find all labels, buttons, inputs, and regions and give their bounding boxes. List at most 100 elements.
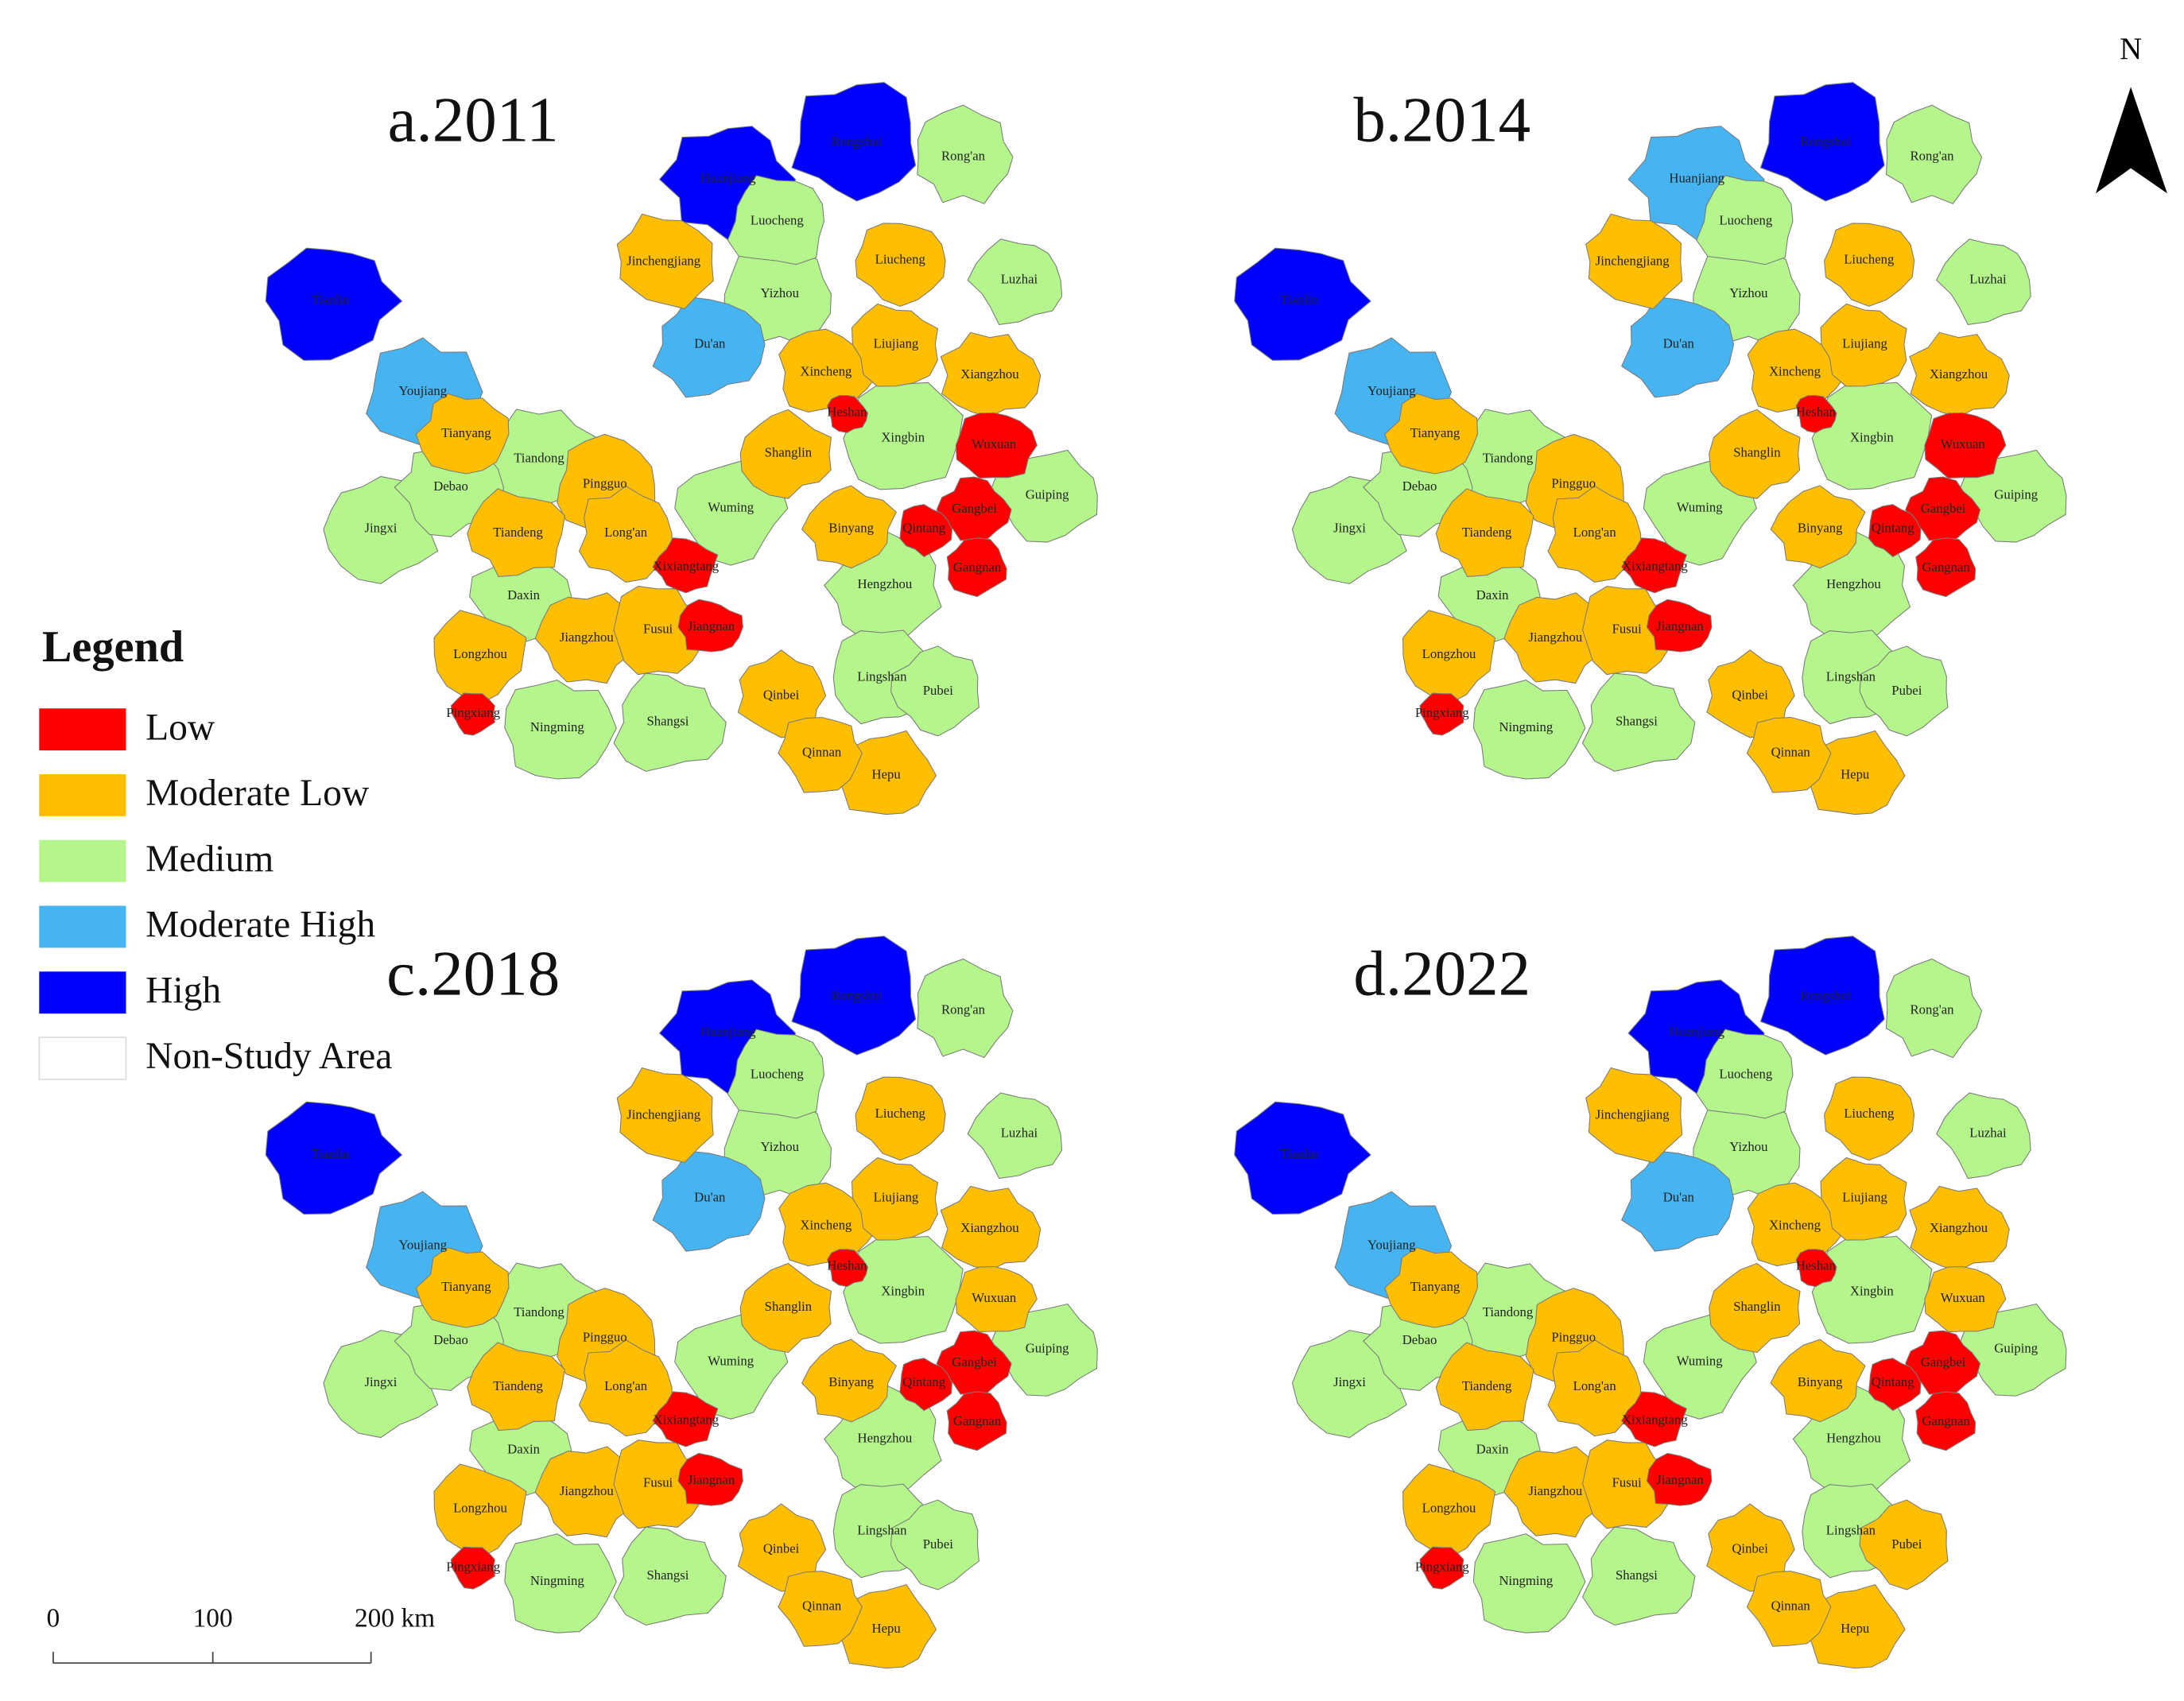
county [1936,238,2031,326]
county [890,1499,980,1591]
county-label: Wuxuan [972,1290,1017,1305]
county-label: Qinbei [763,687,800,702]
legend-swatch [39,708,126,751]
county-label: Jiangnan [688,1472,735,1487]
county-label: Shanglin [765,445,813,460]
county-label: Luzhai [1969,271,2007,286]
county-label: Tiandeng [493,1378,543,1393]
county-label: Wuxuan [1941,436,1986,451]
county [1824,223,1915,307]
county-label: Jinchengjiang [1596,1107,1670,1122]
county-label: Youjiang [399,383,448,398]
county [677,1452,743,1506]
county-label: Qinnan [802,744,842,759]
county [801,1339,897,1423]
county-label: Qinnan [1771,744,1811,759]
county [433,1463,527,1559]
county-label: Gangnan [1922,1413,1970,1428]
county [778,717,863,793]
county [899,504,952,558]
county [1770,1339,1866,1423]
county-label: Luocheng [1719,212,1772,227]
county [946,1391,1007,1451]
county [936,1330,1012,1395]
county-label: Heshan [827,1258,867,1273]
county-label: Xincheng [800,363,852,378]
county-label: Tiandong [1483,451,1534,466]
county-label: Binyang [828,521,874,536]
county-label: Daxin [1476,1441,1509,1456]
county [1909,331,2010,417]
county-label: Tianyang [1410,1279,1461,1294]
county [1709,1262,1801,1354]
legend-swatch [39,905,126,948]
county [1915,1391,1976,1451]
county-label: Jiangzhou [560,1483,614,1498]
county [827,395,868,433]
county-label: Liucheng [1844,1106,1895,1121]
county-label: Jinchengjiang [626,1107,700,1122]
county [1746,717,1832,793]
county-label: Tianlin [312,293,350,308]
county-label: Luocheng [1719,1066,1772,1081]
legend-label: Moderate High [145,905,375,946]
county [843,382,964,490]
county-label: Hepu [1841,767,1870,782]
legend: Low Moderate Low Medium Moderate High High No… [38,707,392,1080]
county [727,1029,825,1119]
county [1234,1101,1371,1215]
county-label: Luzhai [1969,1125,2007,1140]
county-label: Guiping [1994,1341,2038,1356]
county [1885,104,1983,204]
county-label: Rong'an [941,148,986,163]
county-label: Rong'an [1911,1002,1955,1017]
county-label: Debao [433,479,468,494]
county [616,213,714,309]
county-label: Pubei [923,1536,953,1552]
county-label: Wuming [1677,499,1723,514]
county-label: Ningming [1499,1573,1553,1588]
county [652,1391,719,1447]
scale-bar: 0 100 200 km [47,1603,435,1664]
county [1811,1235,1933,1344]
county [1581,672,1696,772]
county-label: Qintang [902,521,946,536]
county-label: Luzhai [1001,271,1038,286]
county [1435,1342,1534,1432]
county [1820,303,1907,387]
county [1795,395,1837,433]
county-label: Rong'an [941,1002,986,1017]
county-label: Fusui [1612,622,1643,637]
county-label: Gangbei [952,1354,997,1370]
county [855,1076,946,1161]
county-label: Youjiang [399,1237,448,1252]
scale-label: 100 [193,1603,233,1633]
legend-swatch [39,839,126,882]
county [1620,1150,1735,1252]
county-label: Xixiangtang [654,1412,720,1427]
county-label: Guiping [1994,486,2038,502]
county [936,476,1012,541]
county-label: Pubei [1891,683,1922,698]
county-label: Heshan [1796,1258,1837,1273]
county-label: Jiangzhou [1528,630,1582,645]
county-label: Jiangzhou [1528,1483,1582,1498]
county-label: Jingxi [1333,521,1366,536]
county [1936,1092,2031,1180]
county-label: Pingxiang [446,705,500,720]
county-label: Jiangnan [1656,1472,1704,1487]
county [851,1157,939,1241]
county-label: Xincheng [1769,363,1821,378]
county [1795,1249,1837,1288]
county-label: Tianyang [441,425,491,440]
county-label: Hepu [872,1621,902,1636]
county [1646,599,1713,653]
county [415,393,510,475]
county [843,1235,964,1344]
map-panel: c.2018 Huanjiang Rongshui Rong'an Luocheng Ji… [265,936,1098,1669]
county-label: Shangsi [646,714,689,729]
county [613,585,708,676]
panels: a.2011 Huanjiang Rongshui Rong'an Luocheng Ji… [265,82,2067,1669]
county-label: Jinchengjiang [1596,253,1670,268]
county-label: Jiangnan [688,618,735,634]
